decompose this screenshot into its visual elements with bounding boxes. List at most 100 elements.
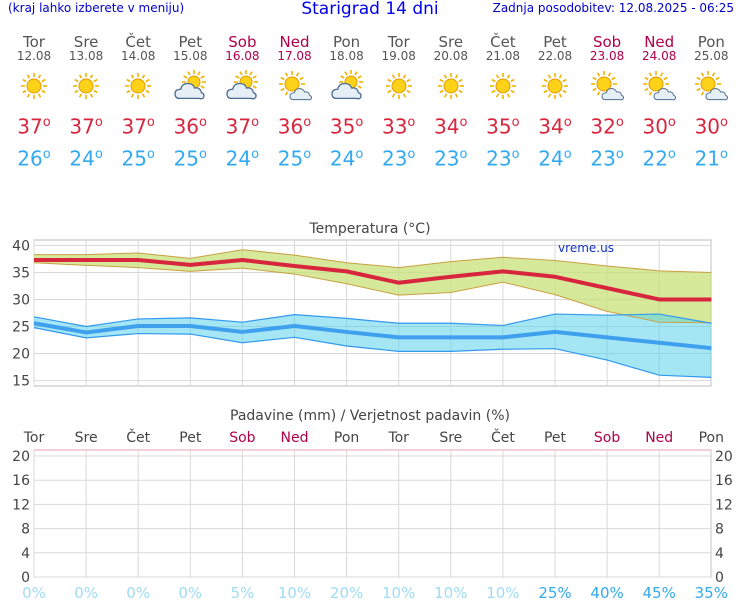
x-category-label: Tor	[387, 430, 409, 446]
min-temp: 24o	[69, 146, 103, 171]
max-temp-value: 37	[121, 114, 147, 139]
weather-icon-cell	[164, 69, 216, 103]
day-name: Pet	[543, 33, 567, 51]
max-temp-value: 30	[642, 114, 668, 139]
day-column: Pet 15.08 36o 25o	[164, 34, 216, 170]
weather-icon-cell	[373, 69, 425, 103]
max-temp: 35o	[329, 114, 364, 139]
min-temp: 23o	[590, 146, 624, 171]
day-name: Čet	[125, 33, 151, 51]
min-temp-value: 25	[173, 146, 200, 171]
precip-probability-label: 35%	[695, 584, 728, 600]
x-category-label: Ned	[281, 430, 309, 446]
precip-probability-label: 0%	[74, 584, 98, 600]
min-temp: 25o	[173, 146, 207, 171]
max-temp-value: 35	[486, 114, 512, 139]
weather-icon-cell	[685, 69, 737, 103]
max-temp-value: 34	[434, 114, 460, 139]
max-temp-value: 32	[590, 114, 616, 139]
sun-cloud-icon	[591, 71, 625, 101]
max-temp: 36o	[277, 114, 312, 139]
min-temp-value: 24	[69, 146, 95, 171]
precip-probability-label: 0%	[178, 584, 202, 600]
max-temp: 33o	[381, 114, 416, 139]
day-date: 17.08	[277, 49, 312, 63]
y-tick-label: 35	[12, 265, 30, 281]
precip-probability-label: 10%	[434, 584, 467, 600]
weather-icon-cell	[477, 69, 529, 103]
x-category-label: Pet	[544, 430, 567, 446]
max-temp: 37o	[121, 114, 155, 139]
y-tick-label-right: 4	[715, 546, 724, 562]
weather-icon-cell	[321, 69, 373, 103]
min-temp-value: 23	[381, 146, 408, 171]
min-temp-value: 23	[434, 146, 460, 171]
day-name: Sob	[228, 33, 257, 51]
location-menu-hint[interactable]: (kraj lahko izberete v meniju)	[8, 1, 185, 15]
temperature-chart: Temperatura (°C) 15 20 25 30 35 40 vreme.us	[12, 221, 712, 390]
day-date: 24.08	[642, 49, 677, 63]
min-temp-value: 24	[225, 146, 252, 171]
y-tick-label: 30	[12, 292, 30, 308]
min-temp-value: 24	[538, 146, 564, 171]
weather-icon-cell	[60, 69, 112, 103]
day-date: 25.08	[694, 49, 729, 63]
day-column: Sob 23.08 32o 23o	[581, 34, 633, 170]
y-tick-label-right: 0	[715, 570, 724, 586]
sun-icon	[437, 73, 464, 99]
min-temp: 25o	[121, 146, 155, 171]
x-category-label: Čet	[491, 428, 515, 446]
min-temp: 24o	[329, 146, 364, 171]
day-column: Sre 13.08 37o 24o	[60, 34, 112, 170]
day-column: Pon 18.08 35o 24o	[321, 34, 373, 170]
precip-probability-label: 10%	[486, 584, 519, 600]
daily-forecast-strip: Tor 12.08 37o 26o Sre 13.08 37o 24o Čet 14.08 37o 2…	[0, 34, 740, 174]
weather-icon-cell	[425, 69, 477, 103]
y-tick-label-left: 8	[21, 522, 30, 538]
weather-icon-cell	[269, 69, 321, 103]
weather-icon-cell	[633, 69, 685, 103]
precip-probability-label: 0%	[126, 584, 150, 600]
day-column: Tor 19.08 33o 23o	[373, 34, 425, 170]
chart-title: Padavine (mm) / Verjetnost padavin (%)	[230, 408, 510, 424]
max-temp: 37o	[225, 114, 260, 139]
day-column: Čet 21.08 35o 23o	[477, 34, 529, 170]
max-temp-value: 34	[538, 114, 564, 139]
y-tick-label-right: 20	[715, 449, 733, 465]
plot-area	[33, 449, 712, 578]
min-temp-value: 21	[694, 146, 721, 171]
day-name: Pet	[178, 33, 203, 51]
sun-cloud-icon	[695, 71, 729, 101]
x-category-label: Ned	[645, 430, 673, 446]
y-tick-label-left: 20	[12, 449, 30, 465]
x-category-label: Pon	[334, 430, 359, 446]
precip-probability-label: 0%	[22, 584, 46, 600]
min-temp: 25o	[277, 146, 312, 171]
chart-title: Temperatura (°C)	[308, 221, 430, 237]
max-temp: 34o	[538, 114, 572, 139]
y-tick-label: 20	[12, 347, 30, 363]
y-tick-label-left: 12	[12, 497, 30, 513]
watermark: vreme.us	[558, 241, 614, 255]
max-temp: 34o	[434, 114, 468, 139]
y-tick-label: 40	[12, 238, 30, 254]
min-temp-value: 22	[642, 146, 668, 171]
day-date: 13.08	[68, 49, 104, 63]
max-temp: 30o	[694, 114, 728, 139]
precip-probability-label: 10%	[278, 584, 311, 600]
min-temp: 23o	[434, 146, 468, 171]
precipitation-chart: Padavine (mm) / Verjetnost padavin (%) To…	[12, 408, 733, 600]
max-temp-value: 37	[225, 114, 252, 139]
weather-icon-cell	[112, 69, 164, 103]
precip-probability-label: 20%	[330, 584, 363, 600]
x-category-label: Sob	[229, 430, 255, 446]
min-temp-value: 26	[17, 146, 43, 171]
day-name: Ned	[279, 33, 310, 51]
y-tick-label-left: 0	[21, 570, 30, 586]
max-temp-value: 35	[329, 114, 356, 139]
x-category-label: Sre	[75, 430, 98, 446]
day-name: Pon	[697, 33, 725, 51]
max-temp: 37o	[17, 114, 51, 139]
day-date: 21.08	[485, 49, 521, 63]
y-tick-label: 25	[12, 320, 30, 336]
